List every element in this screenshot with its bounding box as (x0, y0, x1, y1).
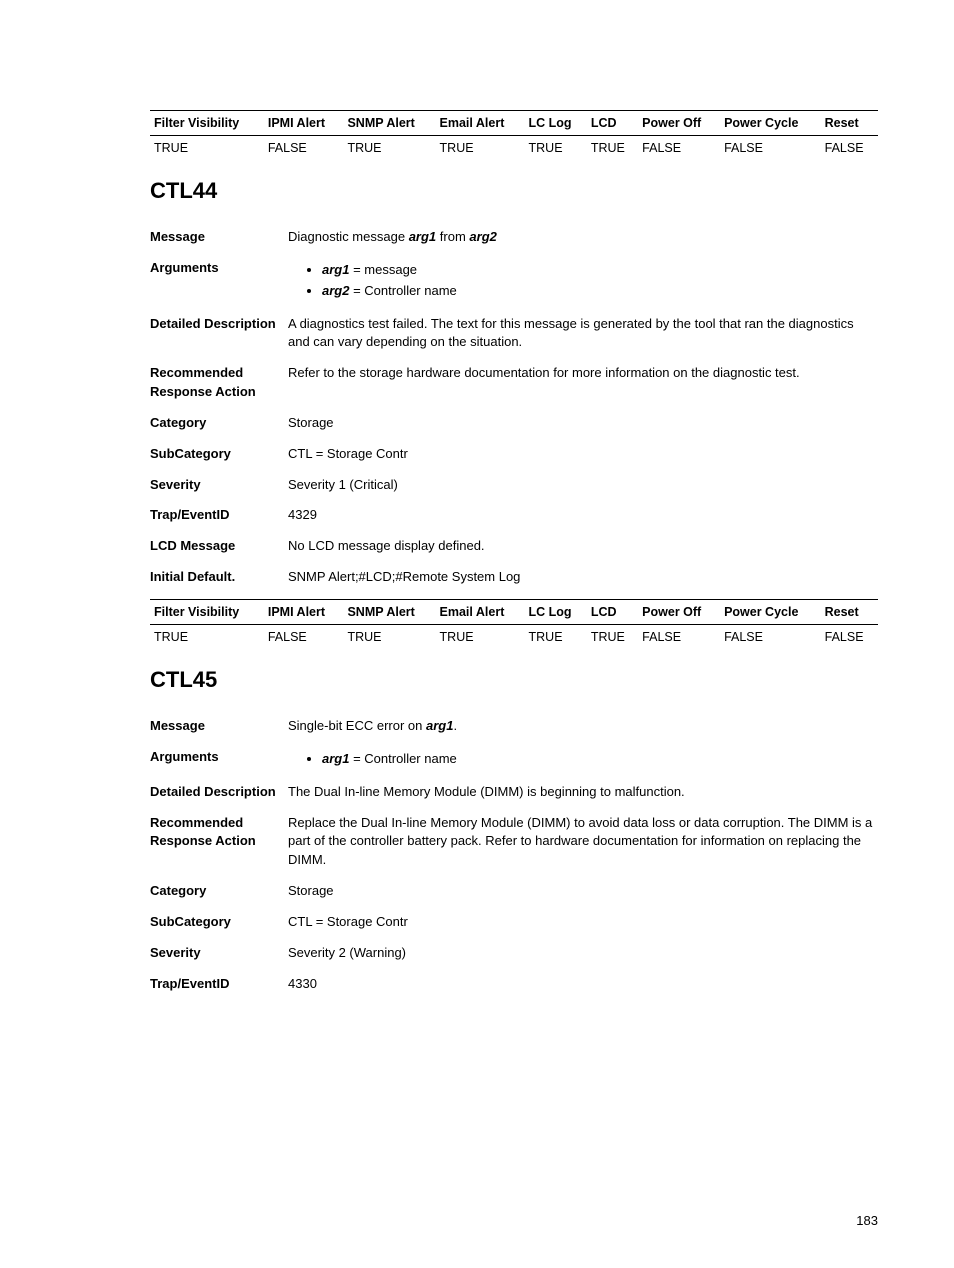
col-header: Reset (821, 599, 878, 624)
label-lcd: LCD Message (150, 531, 288, 562)
cell: FALSE (638, 136, 720, 161)
filter-table-top: Filter Visibility IPMI Alert SNMP Alert … (150, 110, 878, 160)
value-trap: 4329 (288, 500, 878, 531)
section-title-ctl44: CTL44 (150, 178, 878, 204)
value-severity: Severity 1 (Critical) (288, 470, 878, 501)
cell: TRUE (587, 136, 638, 161)
cell: TRUE (587, 624, 638, 649)
value-subcategory: CTL = Storage Contr (288, 439, 878, 470)
cell: TRUE (436, 624, 525, 649)
cell: TRUE (343, 136, 435, 161)
label-message: Message (150, 711, 288, 742)
label-category: Category (150, 408, 288, 439)
col-header: Email Alert (436, 599, 525, 624)
col-header: SNMP Alert (343, 111, 435, 136)
label-subcategory: SubCategory (150, 439, 288, 470)
cell: FALSE (720, 136, 821, 161)
col-header: Power Off (638, 599, 720, 624)
definition-table-ctl45: Message Single-bit ECC error on arg1. Ar… (150, 711, 878, 999)
value-message: Diagnostic message arg1 from arg2 (288, 222, 878, 253)
label-arguments: Arguments (150, 253, 288, 309)
col-header: Power Off (638, 111, 720, 136)
col-header: SNMP Alert (343, 599, 435, 624)
value-severity: Severity 2 (Warning) (288, 938, 878, 969)
col-header: Filter Visibility (150, 111, 264, 136)
value-initial: SNMP Alert;#LCD;#Remote System Log (288, 562, 878, 593)
table-row: TRUE FALSE TRUE TRUE TRUE TRUE FALSE FAL… (150, 624, 878, 649)
value-trap: 4330 (288, 969, 878, 1000)
value-arguments: arg1 = message arg2 = Controller name (288, 253, 878, 309)
cell: FALSE (720, 624, 821, 649)
cell: TRUE (525, 136, 587, 161)
value-detailed: The Dual In-line Memory Module (DIMM) is… (288, 777, 878, 808)
value-category: Storage (288, 408, 878, 439)
col-header: LC Log (525, 111, 587, 136)
cell: TRUE (343, 624, 435, 649)
col-header: LC Log (525, 599, 587, 624)
col-header: Power Cycle (720, 111, 821, 136)
col-header: LCD (587, 111, 638, 136)
col-header: Email Alert (436, 111, 525, 136)
label-message: Message (150, 222, 288, 253)
cell: FALSE (638, 624, 720, 649)
cell: TRUE (150, 624, 264, 649)
cell: FALSE (264, 136, 344, 161)
value-category: Storage (288, 876, 878, 907)
label-arguments: Arguments (150, 742, 288, 777)
label-trap: Trap/EventID (150, 969, 288, 1000)
col-header: LCD (587, 599, 638, 624)
cell: TRUE (150, 136, 264, 161)
label-initial: Initial Default. (150, 562, 288, 593)
value-lcd: No LCD message display defined. (288, 531, 878, 562)
page: Filter Visibility IPMI Alert SNMP Alert … (0, 0, 954, 1268)
col-header: Power Cycle (720, 599, 821, 624)
filter-table-ctl44: Filter Visibility IPMI Alert SNMP Alert … (150, 599, 878, 649)
col-header: Filter Visibility (150, 599, 264, 624)
label-trap: Trap/EventID (150, 500, 288, 531)
col-header: IPMI Alert (264, 599, 344, 624)
value-message: Single-bit ECC error on arg1. (288, 711, 878, 742)
page-number: 183 (856, 1213, 878, 1228)
label-severity: Severity (150, 470, 288, 501)
value-subcategory: CTL = Storage Contr (288, 907, 878, 938)
label-recommended: Recommended Response Action (150, 358, 288, 408)
value-recommended: Replace the Dual In-line Memory Module (… (288, 808, 878, 877)
section-title-ctl45: CTL45 (150, 667, 878, 693)
label-detailed: Detailed Description (150, 777, 288, 808)
label-detailed: Detailed Description (150, 309, 288, 359)
cell: TRUE (525, 624, 587, 649)
cell: FALSE (264, 624, 344, 649)
value-arguments: arg1 = Controller name (288, 742, 878, 777)
cell: FALSE (821, 624, 878, 649)
col-header: Reset (821, 111, 878, 136)
value-detailed: A diagnostics test failed. The text for … (288, 309, 878, 359)
col-header: IPMI Alert (264, 111, 344, 136)
label-severity: Severity (150, 938, 288, 969)
table-row: TRUE FALSE TRUE TRUE TRUE TRUE FALSE FAL… (150, 136, 878, 161)
cell: TRUE (436, 136, 525, 161)
label-subcategory: SubCategory (150, 907, 288, 938)
label-recommended: Recommended Response Action (150, 808, 288, 877)
definition-table-ctl44: Message Diagnostic message arg1 from arg… (150, 222, 878, 593)
cell: FALSE (821, 136, 878, 161)
label-category: Category (150, 876, 288, 907)
value-recommended: Refer to the storage hardware documentat… (288, 358, 878, 408)
